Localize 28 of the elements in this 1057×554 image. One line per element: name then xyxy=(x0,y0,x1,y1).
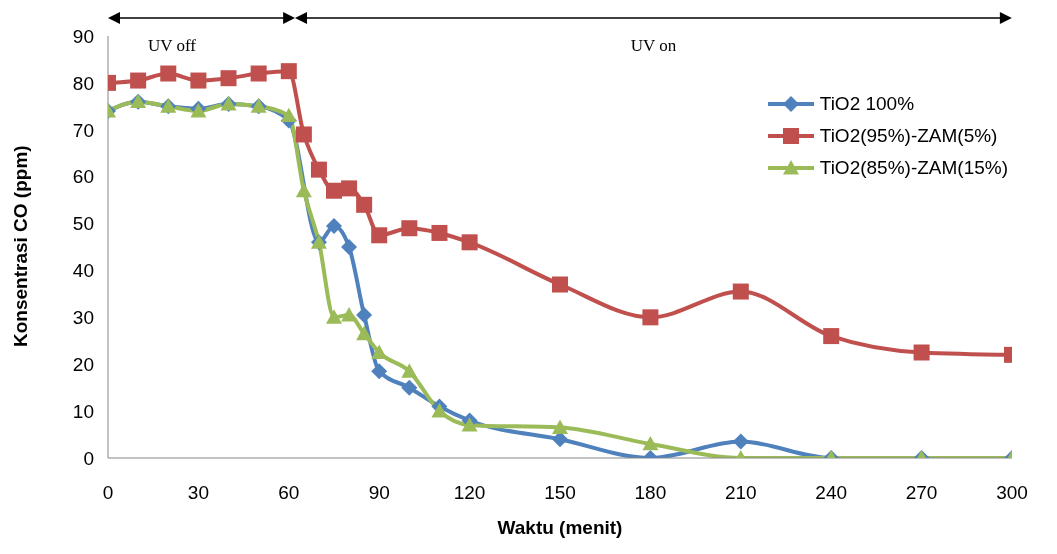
x-tick-label: 210 xyxy=(724,482,757,504)
y-tick-label: 10 xyxy=(72,400,94,422)
x-tick-label: 30 xyxy=(187,482,209,504)
y-tick-label: 30 xyxy=(72,307,94,329)
x-tick-label: 240 xyxy=(815,482,848,504)
y-tick-label: 40 xyxy=(72,260,94,282)
y-tick-label: 70 xyxy=(72,119,94,141)
x-tick-label: 150 xyxy=(544,482,576,504)
x-tick-label: 0 xyxy=(102,482,114,504)
x-tick-label: 60 xyxy=(278,482,300,504)
y-tick-label: 60 xyxy=(72,166,94,188)
annotation: UV on xyxy=(629,36,678,56)
legend-label: TiO2 100% xyxy=(819,93,915,115)
y-tick-label: 0 xyxy=(83,447,94,469)
x-tick-label: 120 xyxy=(453,482,486,504)
legend-label: TiO2(85%)-ZAM(15%) xyxy=(819,157,1008,179)
x-tick-label: 90 xyxy=(368,482,390,504)
y-axis-title: Konsentrasi CO (ppm) xyxy=(9,145,31,347)
y-tick-label: 90 xyxy=(72,25,94,47)
y-tick-label: 20 xyxy=(72,353,94,375)
annotation: UV off xyxy=(147,36,197,56)
y-tick-label: 50 xyxy=(72,213,94,235)
x-tick-label: 270 xyxy=(905,482,938,504)
legend-label: TiO2(95%)-ZAM(5%) xyxy=(819,125,998,147)
x-axis-title: Waktu (menit) xyxy=(497,517,623,538)
x-tick-label: 300 xyxy=(996,482,1028,504)
y-tick-label: 80 xyxy=(72,72,94,94)
x-tick-label: 180 xyxy=(634,482,667,504)
